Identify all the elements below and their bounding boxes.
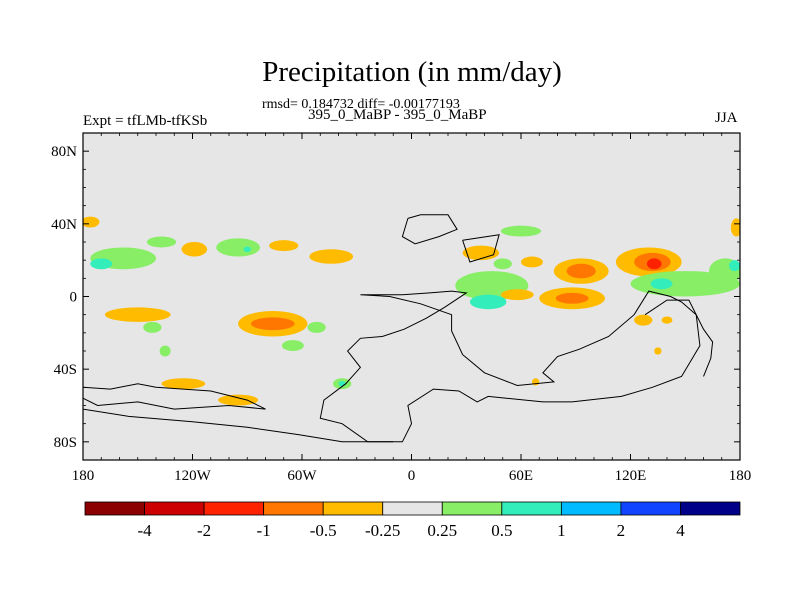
anomaly-patch-17 bbox=[161, 378, 206, 390]
y-tick-label: 40N bbox=[51, 217, 77, 233]
y-tick-label: 80N bbox=[51, 144, 77, 160]
colorbar-swatch bbox=[680, 501, 741, 516]
anomaly-patch-39 bbox=[730, 218, 740, 237]
anomaly-patch-3 bbox=[90, 258, 113, 270]
left-label: Expt = tfLMb-tfKSb bbox=[83, 113, 208, 129]
x-tick-label: 180 bbox=[729, 468, 752, 484]
anomaly-patch-24 bbox=[500, 225, 542, 237]
anomaly-patch-18 bbox=[218, 394, 259, 406]
anomaly-patch-1 bbox=[83, 216, 100, 228]
anomaly-patch-6 bbox=[216, 238, 261, 257]
anomaly-patch-10 bbox=[104, 307, 171, 322]
colorbar-swatch bbox=[501, 501, 562, 516]
stats-line: rmsd= 0.184732 diff= -0.00177193 bbox=[262, 97, 460, 112]
y-tick-label: 0 bbox=[70, 290, 78, 306]
anomaly-patch-11 bbox=[143, 321, 162, 333]
colorbar-label: -4 bbox=[137, 521, 152, 540]
anomaly-patch-7 bbox=[243, 246, 251, 252]
anomaly-patch-38 bbox=[729, 260, 740, 272]
colorbar-label: -0.5 bbox=[310, 521, 337, 540]
axes: 180 120W 60W 0 60E 120E 180 80N 40N 0 40S 80S bbox=[51, 133, 751, 484]
colorbar-label: 1 bbox=[557, 521, 566, 540]
colorbar-swatch bbox=[441, 501, 503, 516]
y-tick-label: 80S bbox=[54, 435, 77, 451]
anomaly-patch-9 bbox=[309, 249, 354, 264]
anomaly-patch-25 bbox=[462, 245, 500, 261]
colorbar-label: -0.25 bbox=[365, 521, 400, 540]
x-tick-label: 0 bbox=[408, 468, 416, 484]
colorbar-swatch bbox=[84, 501, 145, 516]
anomaly-patch-31 bbox=[555, 292, 589, 304]
anomaly-patch-14 bbox=[250, 317, 295, 331]
colorbar-label: 2 bbox=[617, 521, 626, 540]
center-label: 395_0_MaBP - 395_0_MaBP bbox=[308, 107, 487, 123]
coastline-baltica-siberia bbox=[462, 234, 500, 263]
anomaly-patch-36 bbox=[650, 278, 673, 290]
x-tick-label: 120E bbox=[615, 468, 647, 484]
coastline-gondwana-west bbox=[319, 290, 701, 443]
coastline-eastern-margin bbox=[644, 299, 714, 377]
anomaly-patch-22 bbox=[469, 294, 507, 310]
anomaly-patch-27 bbox=[521, 256, 543, 268]
anomaly-patch-23 bbox=[500, 289, 534, 301]
colorbar-label: 0.25 bbox=[427, 521, 457, 540]
colorbar-swatch bbox=[144, 501, 205, 516]
anomaly-patch-26 bbox=[493, 258, 512, 270]
anomaly-patch-41 bbox=[661, 316, 673, 324]
anomaly-patch-29 bbox=[566, 263, 596, 279]
colorbar: -4 -2 -1 -0.5 -0.25 0.25 0.5 1 2 4 bbox=[84, 501, 741, 540]
colorbar-label: -1 bbox=[257, 521, 271, 540]
x-tick-label: 60W bbox=[287, 468, 317, 484]
colorbar-swatch bbox=[203, 501, 265, 516]
right-label: JJA bbox=[715, 110, 738, 126]
colorbar-label: 0.5 bbox=[491, 521, 512, 540]
coastline-polar-margin bbox=[83, 408, 394, 443]
anomaly-patch-40 bbox=[634, 314, 653, 326]
anomaly-patch-5 bbox=[181, 242, 208, 257]
colorbar-swatch bbox=[560, 501, 622, 516]
colorbar-swatch bbox=[382, 501, 443, 516]
anomaly-patch-20 bbox=[338, 380, 346, 387]
anomaly-layer bbox=[83, 216, 740, 406]
anomaly-patch-34 bbox=[646, 258, 662, 270]
coastline-laurentia bbox=[401, 214, 458, 245]
anomaly-patch-16 bbox=[307, 321, 326, 333]
anomaly-patch-15 bbox=[281, 340, 304, 351]
plot-background bbox=[83, 133, 740, 460]
colorbar-swatch bbox=[263, 501, 324, 516]
colorbar-label: 4 bbox=[676, 521, 685, 540]
colorbar-label: -2 bbox=[197, 521, 211, 540]
x-tick-label: 120W bbox=[174, 468, 212, 484]
x-tick-label: 180 bbox=[72, 468, 95, 484]
coastline-layer bbox=[83, 214, 714, 443]
anomaly-patch-8 bbox=[269, 240, 299, 252]
coastline-south-pacific-margin bbox=[83, 383, 266, 410]
anomaly-patch-42 bbox=[654, 347, 662, 355]
anomaly-patch-12 bbox=[159, 345, 171, 357]
x-tick-label: 60E bbox=[509, 468, 533, 484]
y-tick-label: 40S bbox=[54, 362, 77, 378]
colorbar-swatch bbox=[322, 501, 384, 516]
colorbar-swatch bbox=[620, 501, 681, 516]
chart-title: Precipitation (in mm/day) bbox=[262, 56, 562, 88]
anomaly-patch-4 bbox=[146, 236, 177, 248]
